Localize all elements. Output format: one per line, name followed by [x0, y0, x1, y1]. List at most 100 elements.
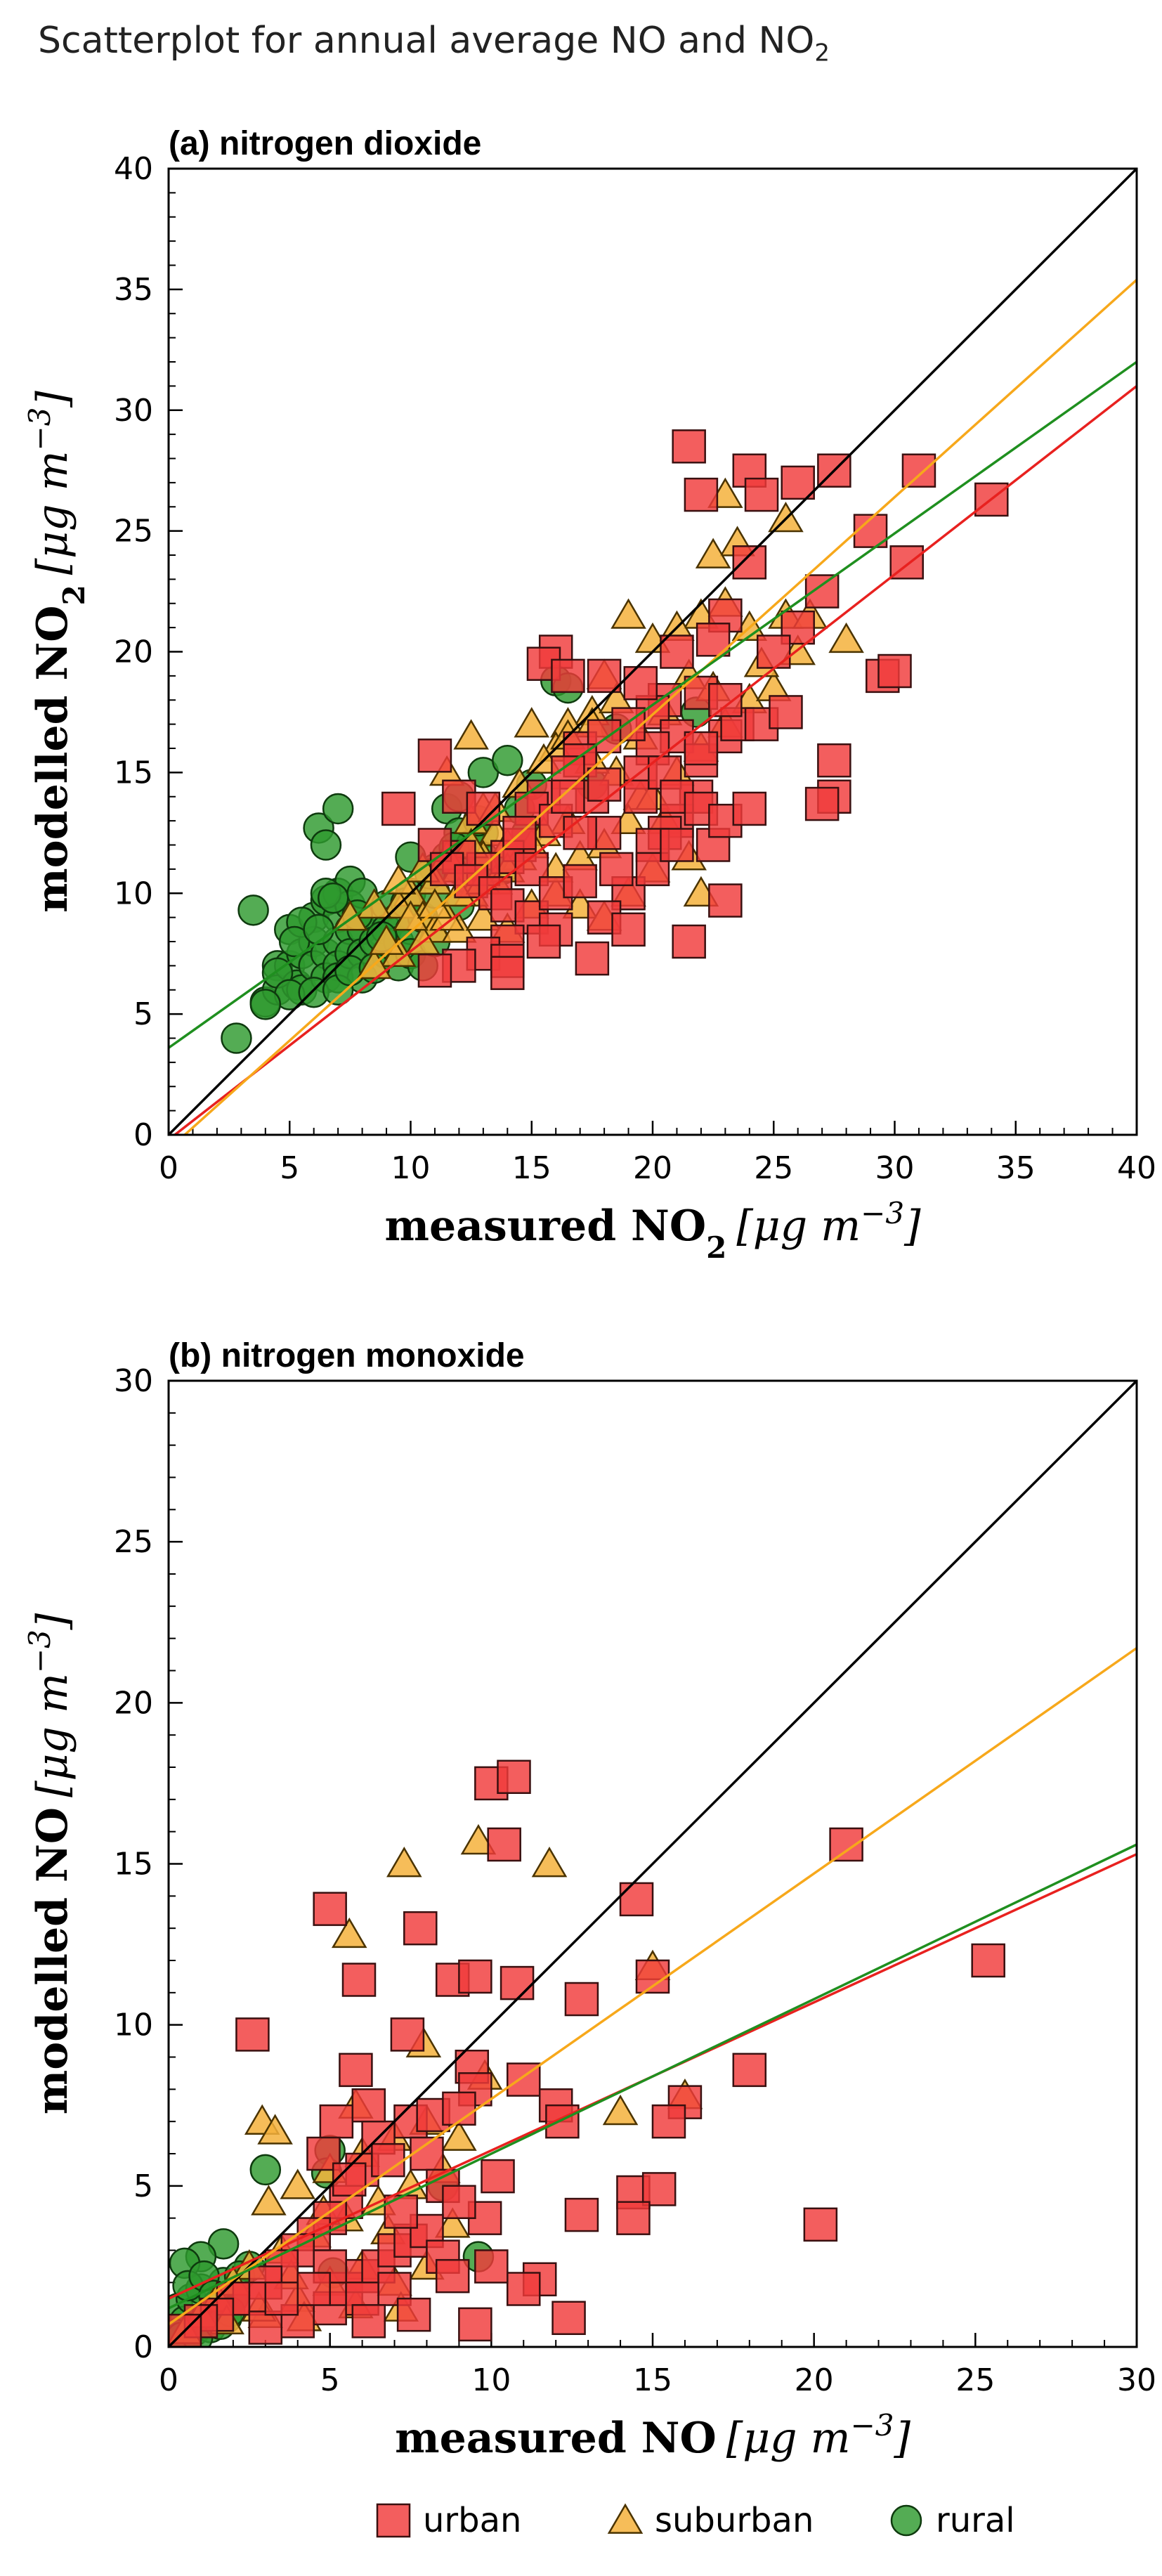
point-suburban	[251, 2185, 287, 2216]
point-urban	[442, 2185, 476, 2219]
y-axis-label: modelled NO2[μg m−3]	[22, 391, 91, 913]
point-urban	[481, 2159, 515, 2194]
point-urban	[684, 731, 719, 766]
point-urban	[417, 739, 452, 773]
y-tick-label: 15	[114, 755, 153, 791]
point-urban	[611, 912, 646, 947]
y-tick-label: 0	[133, 1117, 153, 1153]
x-tick-label: 15	[633, 2362, 672, 2398]
point-urban	[817, 743, 851, 778]
point-suburban	[386, 1847, 422, 1878]
panel-nitrogen-monoxide: (b) nitrogen monoxide 0 5 10 15 20 25 30 0 5 10 15 2…	[22, 1337, 1157, 2463]
point-urban	[672, 924, 706, 959]
point-urban	[351, 2088, 386, 2123]
point-urban	[641, 2172, 677, 2206]
point-rural	[310, 829, 342, 861]
x-tick-label: 15	[512, 1150, 551, 1186]
point-urban	[442, 2091, 476, 2126]
point-urban	[490, 956, 525, 990]
point-suburban	[280, 2168, 316, 2199]
point-suburban	[531, 1847, 568, 1878]
point-urban	[804, 786, 840, 821]
point-urban	[381, 791, 416, 826]
point-urban	[708, 683, 743, 717]
point-urban	[781, 465, 815, 500]
point-urban	[487, 1827, 521, 1862]
point-urban	[264, 2282, 299, 2316]
point-urban	[458, 2307, 492, 2342]
point-urban	[575, 941, 610, 976]
point-rural	[237, 895, 269, 926]
point-rural	[322, 793, 354, 825]
x-tick-label: 10	[471, 2362, 511, 2398]
point-urban	[551, 779, 585, 814]
x-axis-label: measured NO [μg m−3]	[395, 2408, 910, 2464]
panel-title: (a) nitrogen dioxide	[169, 125, 481, 162]
point-urban	[458, 1959, 492, 1994]
point-urban	[587, 658, 622, 694]
point-suburban	[828, 622, 864, 653]
point-suburban	[441, 2120, 477, 2151]
point-rural	[318, 882, 349, 914]
y-tick-label: 40	[114, 151, 153, 187]
x-tick-label: 20	[795, 2362, 834, 2398]
point-rural	[249, 989, 282, 1020]
x-tick-label: 0	[159, 2362, 178, 2398]
point-suburban	[611, 598, 646, 629]
point-urban	[619, 1882, 654, 1917]
panel-title: (b) nitrogen monoxide	[169, 1337, 525, 1374]
legend-label-urban: urban	[423, 2501, 521, 2540]
point-urban	[732, 791, 767, 826]
point-urban	[435, 2258, 470, 2294]
x-tick-label: 40	[1117, 1150, 1156, 1186]
point-urban	[396, 2297, 431, 2332]
point-urban	[351, 2304, 386, 2338]
point-urban	[757, 635, 791, 669]
point-suburban	[602, 2094, 639, 2126]
point-urban	[319, 2104, 354, 2139]
fit-line-rural	[169, 1843, 1137, 2310]
point-urban	[384, 2194, 418, 2229]
x-tick-label: 10	[391, 1150, 431, 1186]
point-urban	[684, 477, 719, 512]
point-suburban	[356, 887, 393, 919]
y-tick-label: 30	[114, 393, 153, 429]
y-tick-label: 10	[114, 2008, 153, 2043]
legend: urban suburban rural	[376, 2501, 1015, 2540]
plot-frame	[167, 1379, 1138, 2348]
fit-line-identity	[169, 1381, 1137, 2347]
legend-label-suburban: suburban	[655, 2501, 814, 2540]
point-urban	[313, 1892, 347, 1926]
point-urban	[672, 429, 706, 464]
x-tick-label: 30	[1117, 2362, 1156, 2398]
point-urban	[803, 2207, 838, 2242]
y-tick-label: 10	[114, 876, 153, 911]
point-urban	[474, 2249, 509, 2284]
point-urban	[545, 2104, 580, 2139]
point-urban	[901, 453, 936, 488]
y-tick-label: 5	[133, 2168, 153, 2204]
fit-line-suburban	[169, 1646, 1137, 2326]
point-urban	[599, 852, 634, 887]
point-urban	[551, 2301, 586, 2335]
circle-icon	[890, 2504, 922, 2537]
fit-line-identity	[169, 169, 1137, 1135]
point-urban	[564, 1982, 599, 2017]
point-rural	[303, 913, 334, 946]
fit-line-rural	[169, 360, 1137, 1049]
point-urban	[417, 954, 452, 988]
point-rural	[249, 2154, 282, 2186]
triangle-icon	[607, 2503, 644, 2534]
scatter-points	[169, 1759, 1005, 2347]
y-tick-label: 5	[133, 996, 153, 1032]
point-urban	[235, 2017, 270, 2052]
x-tick-label: 20	[633, 1150, 672, 1186]
y-axis-label: modelled NO[μg m−3]	[22, 1613, 78, 2114]
y-tick-label: 30	[114, 1363, 153, 1399]
point-urban	[563, 864, 597, 899]
y-tick-label: 25	[114, 1524, 153, 1560]
y-tick-label: 35	[114, 272, 153, 308]
point-urban	[623, 665, 658, 701]
point-urban	[341, 1963, 377, 1997]
